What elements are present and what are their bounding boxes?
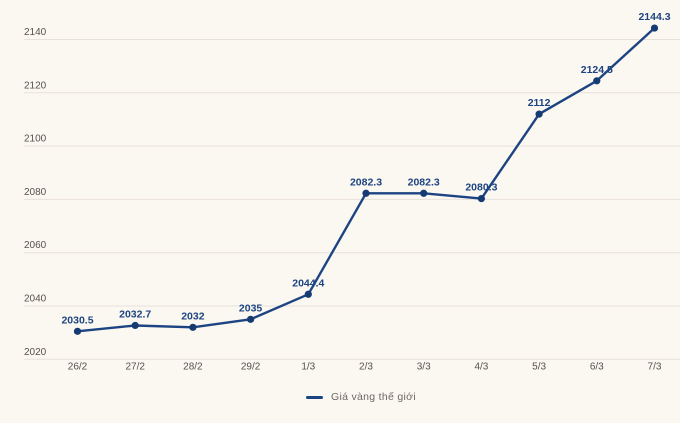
- y-axis-label: 2060: [24, 240, 47, 251]
- data-point[interactable]: [477, 195, 485, 203]
- y-axis-label: 2040: [24, 294, 47, 305]
- data-point[interactable]: [535, 110, 543, 118]
- data-point-label: 2032.7: [119, 308, 151, 320]
- data-point-label: 2112: [528, 97, 551, 109]
- y-axis-label: 2120: [24, 80, 47, 91]
- data-point[interactable]: [189, 323, 197, 331]
- y-axis-label: 2020: [24, 347, 47, 358]
- x-axis-label: 29/2: [241, 362, 261, 373]
- data-point[interactable]: [304, 290, 312, 298]
- x-axis-label: 5/3: [532, 362, 546, 373]
- x-axis-label: 4/3: [474, 362, 488, 373]
- y-axis-label: 2100: [24, 134, 47, 145]
- data-point-label: 2144.3: [638, 11, 670, 23]
- legend[interactable]: Giá vàng thế giới: [306, 391, 416, 403]
- legend-line-marker: [306, 395, 323, 399]
- data-point-label: 2044.4: [292, 277, 324, 289]
- data-point[interactable]: [362, 189, 370, 197]
- data-point[interactable]: [73, 327, 82, 335]
- x-axis-label: 2/3: [359, 362, 373, 373]
- data-point-label: 2082.3: [350, 176, 382, 188]
- data-point-label: 2032: [181, 310, 205, 322]
- x-axis-label: 3/3: [417, 362, 431, 373]
- x-axis-label: 6/3: [590, 362, 604, 373]
- y-axis-label: 2140: [24, 27, 47, 38]
- y-axis-label: 2080: [24, 187, 47, 198]
- x-axis-label: 27/2: [125, 362, 145, 373]
- data-point[interactable]: [420, 189, 428, 197]
- data-point-label: 2030.5: [61, 314, 93, 326]
- legend-series-label: Giá vàng thế giới: [331, 391, 416, 403]
- data-point[interactable]: [650, 24, 659, 32]
- data-point-label: 2124.5: [581, 64, 613, 76]
- data-point-label: 2080.3: [465, 182, 497, 194]
- x-axis-label: 1/3: [301, 362, 315, 373]
- data-point[interactable]: [131, 321, 139, 330]
- x-axis-label: 28/2: [183, 362, 203, 373]
- x-axis-label: 7/3: [648, 362, 662, 373]
- x-axis-label: 26/2: [68, 362, 88, 373]
- data-point-label: 2082.3: [408, 176, 440, 188]
- data-point[interactable]: [593, 77, 601, 85]
- data-point-label: 2035: [239, 302, 263, 314]
- data-point[interactable]: [247, 315, 255, 323]
